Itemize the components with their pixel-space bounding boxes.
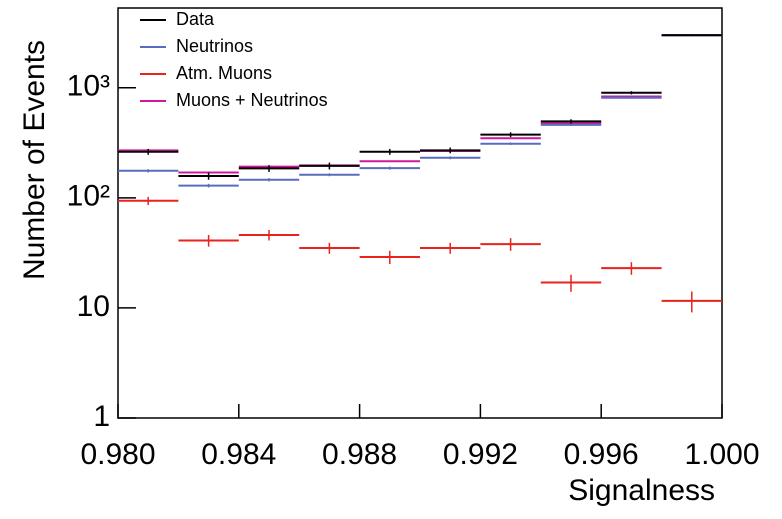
legend-label: Data — [176, 9, 215, 29]
x-tick-label: 1.000 — [684, 438, 759, 471]
legend-label: Muons + Neutrinos — [176, 90, 328, 110]
y-tick-label: 10³ — [67, 70, 110, 103]
y-tick-label: 1 — [93, 400, 110, 433]
x-tick-label: 0.980 — [80, 438, 155, 471]
x-tick-label: 0.996 — [564, 438, 639, 471]
x-tick-label: 0.992 — [443, 438, 518, 471]
legend-label: Atm. Muons — [176, 63, 272, 83]
y-axis-label: Number of Events — [18, 40, 51, 280]
x-axis-label: Signalness — [568, 474, 715, 507]
plot-frame — [117, 7, 723, 419]
legend-label: Neutrinos — [176, 36, 253, 56]
x-tick-label: 0.984 — [201, 438, 276, 471]
y-tick-label: 10² — [67, 180, 110, 213]
y-tick-label: 10 — [77, 290, 110, 323]
x-tick-label: 0.988 — [322, 438, 397, 471]
